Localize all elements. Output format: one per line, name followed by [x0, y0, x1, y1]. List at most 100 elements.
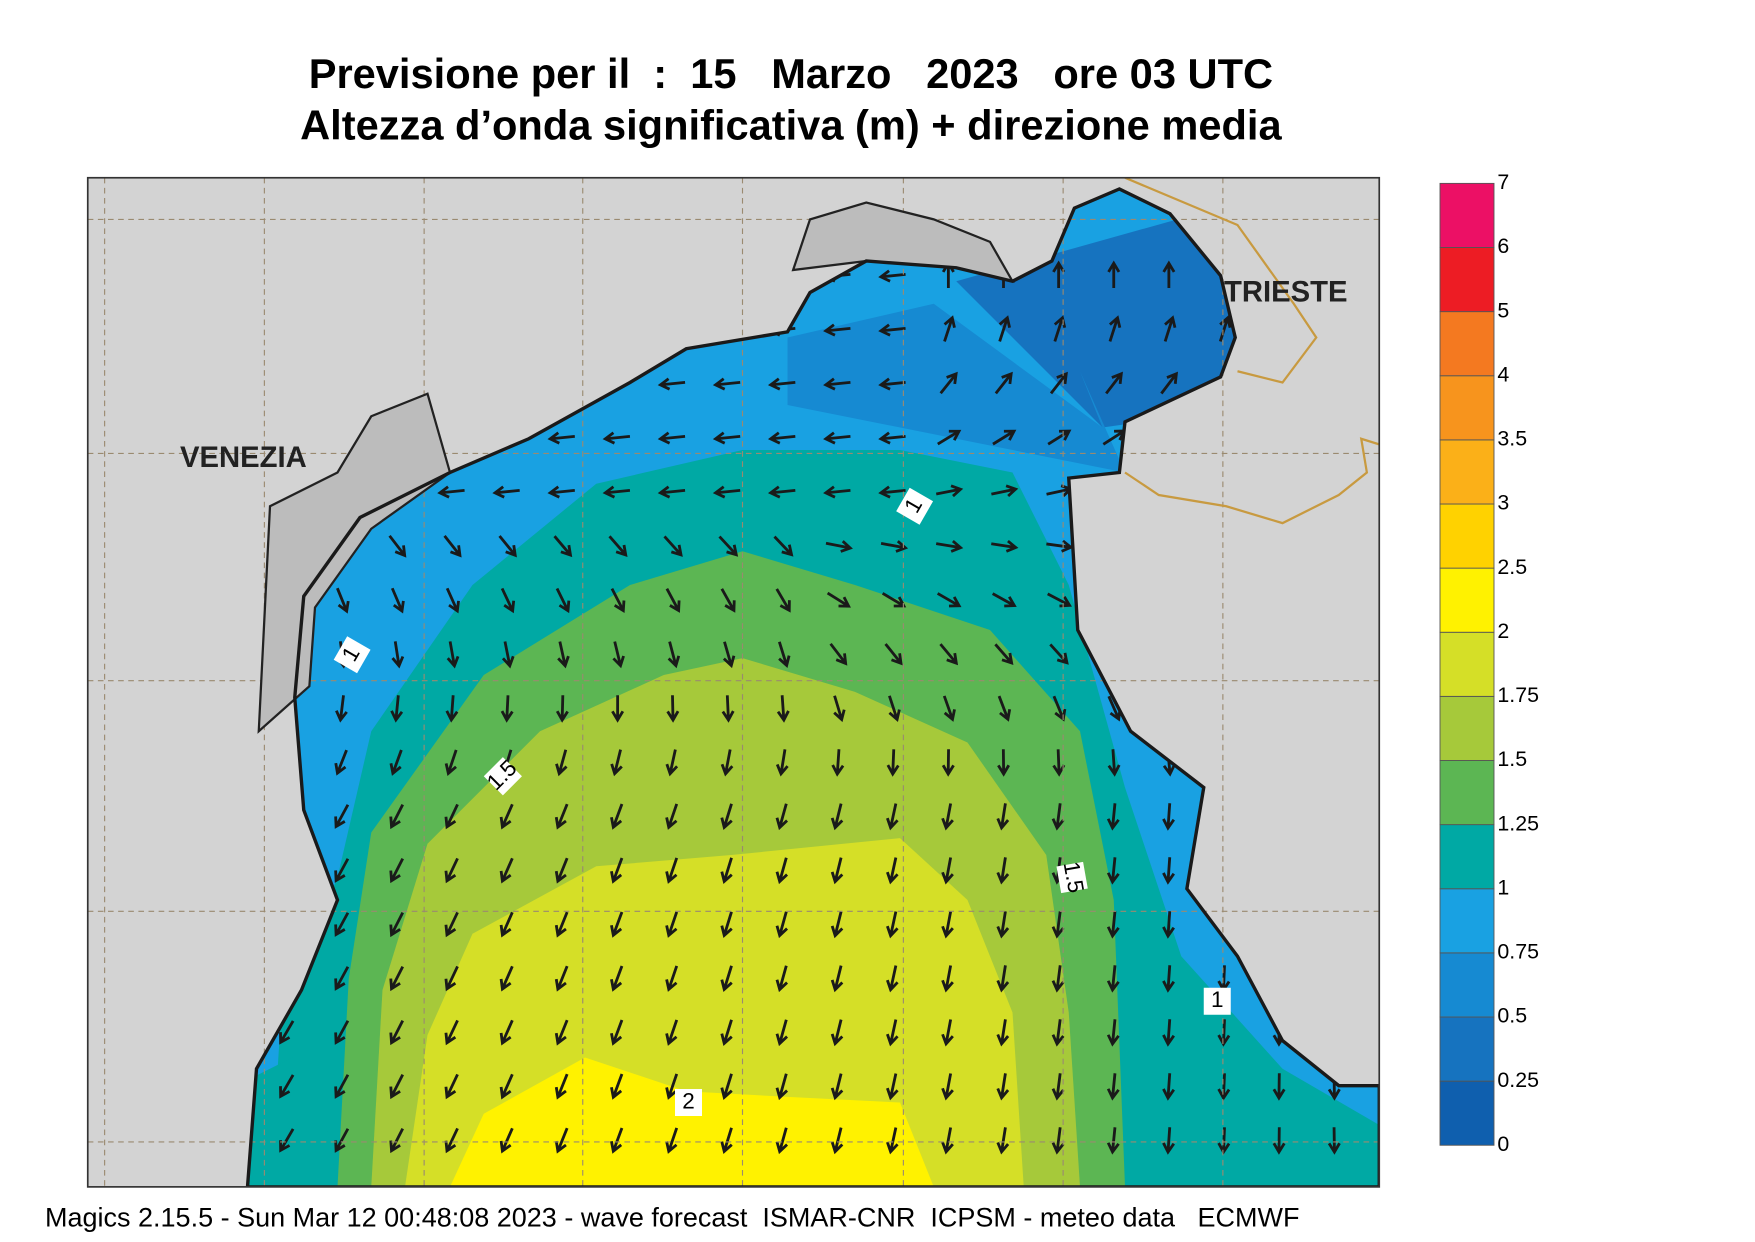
wave-arrow [555, 587, 571, 614]
colorbar-label: 1.25 [1497, 811, 1539, 835]
wave-arrow [829, 642, 848, 666]
wave-arrow [722, 641, 736, 669]
wave-arrow [1051, 1127, 1065, 1155]
wave-arrow [991, 484, 1019, 498]
wave-arrow [389, 857, 404, 884]
subtitle: Altezza d’onda significativa (m) + direz… [300, 102, 1282, 149]
wave-arrow [665, 588, 681, 613]
wave-arrow [610, 1019, 624, 1046]
wave-arrow [610, 911, 624, 938]
wave-arrow [1106, 1019, 1120, 1047]
wave-arrow [1217, 1019, 1231, 1047]
wave-arrow [554, 911, 569, 938]
wave-arrow [720, 749, 734, 777]
wave-arrow [1162, 911, 1175, 939]
wave-arrow [1160, 371, 1179, 395]
colorbar-label: 7 [1497, 170, 1509, 194]
wave-arrow [718, 535, 739, 557]
wave-arrow [939, 371, 958, 395]
wave-arrow [334, 804, 350, 829]
wave-arrow [665, 1019, 679, 1046]
colorbar-swatch [1439, 439, 1495, 505]
wave-arrow [667, 641, 681, 669]
wave-arrow [334, 1020, 350, 1045]
wave-arrow [886, 749, 900, 777]
wave-arrow [610, 749, 623, 777]
wave-arrow [555, 695, 569, 723]
wave-arrow [996, 1073, 1010, 1101]
wave-arrow [833, 695, 846, 723]
wave-arrow [996, 911, 1010, 939]
colorbar-label: 0 [1497, 1132, 1509, 1156]
wave-arrow [499, 803, 514, 830]
wave-arrow [1106, 803, 1120, 831]
wave-arrow [547, 485, 575, 499]
colorbar-swatch [1439, 824, 1495, 890]
wave-band [956, 202, 1260, 428]
wave-arrow [886, 911, 899, 939]
wave-arrow [279, 1020, 295, 1045]
wave-arrow [334, 749, 348, 776]
wave-arrow [665, 965, 679, 992]
wave-arrow [602, 431, 631, 445]
wave-arrow [610, 1073, 624, 1100]
wave-arrow [445, 587, 460, 614]
wave-arrow [500, 695, 514, 723]
contour-label-box [1056, 861, 1088, 894]
wave-arrow [886, 857, 899, 885]
wave-arrow [499, 857, 514, 884]
wave-arrow [830, 965, 844, 993]
wave-arrow [1106, 965, 1120, 993]
colorbar-swatch [1439, 631, 1495, 697]
wave-arrow [444, 911, 459, 938]
wave-arrow [1051, 803, 1065, 831]
title: Previsione per il : 15 Marzo 2023 ore 03… [309, 50, 1273, 97]
colorbar-label: 3 [1497, 491, 1509, 515]
wave-arrow [608, 535, 628, 558]
colorbar-swatch [1439, 375, 1495, 441]
wave-arrow [444, 857, 459, 884]
wave-arrow [720, 857, 733, 885]
wave-arrow [880, 540, 909, 553]
wave-arrow [996, 857, 1010, 885]
wave-arrow [720, 803, 733, 831]
colorbar-label: 0.5 [1497, 1004, 1527, 1028]
colorbar-swatch [1439, 503, 1495, 569]
wave-arrow [998, 315, 1011, 342]
wave-arrow [878, 269, 906, 283]
colorbar-label: 3.5 [1497, 427, 1527, 451]
wave-arrow [775, 803, 789, 831]
colorbar-swatch [1439, 311, 1495, 377]
wave-arrow [991, 539, 1019, 553]
wave-arrow [389, 965, 404, 992]
wave-arrow [712, 485, 741, 499]
wave-arrow [936, 592, 962, 608]
wave-arrow [712, 377, 741, 391]
wave-arrow [334, 1074, 350, 1099]
wave-arrow [279, 1074, 295, 1099]
place-label: TRIESTE [1224, 277, 1348, 309]
wave-arrow [444, 749, 458, 776]
wave-arrow [830, 911, 844, 939]
wave-arrow [437, 485, 465, 499]
colorbar-label: 1.75 [1497, 683, 1539, 707]
wave-arrow [720, 965, 733, 993]
wave-arrow [1046, 539, 1074, 553]
wave-arrow [775, 1073, 789, 1101]
wave-arrow [553, 535, 573, 558]
wave-arrow [943, 315, 956, 342]
colorbar-label: 2 [1497, 619, 1509, 643]
wave-arrow [941, 1127, 954, 1155]
wave-arrow [775, 1019, 789, 1047]
wave-arrow [335, 695, 348, 723]
wave-arrow [830, 1073, 844, 1101]
wave-arrow [499, 965, 514, 992]
contour-label-box [1203, 987, 1231, 1015]
wave-arrow [610, 1127, 624, 1154]
wave-arrow [446, 641, 460, 669]
colorbar-label: 0.25 [1497, 1068, 1539, 1092]
wave-arrow [826, 591, 851, 608]
wave-arrow [665, 803, 679, 830]
wave-arrow [886, 965, 899, 993]
